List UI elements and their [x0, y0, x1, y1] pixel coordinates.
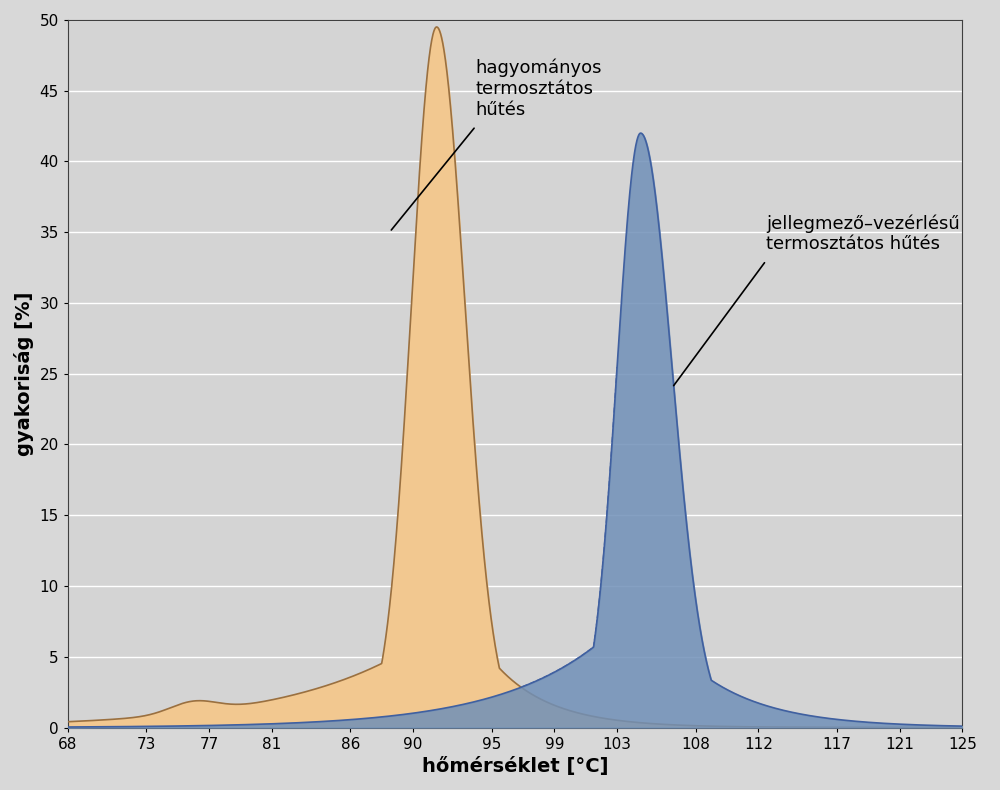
Text: jellegmező–vezérlésű
termosztátos hűtés: jellegmező–vezérlésű termosztátos hűtés	[766, 214, 960, 254]
Y-axis label: gyakoriság [%]: gyakoriság [%]	[14, 292, 34, 456]
X-axis label: hőmérséklet [°C]: hőmérséklet [°C]	[422, 757, 608, 776]
Text: hagyományos
termosztátos
hűtés: hagyományos termosztátos hűtés	[476, 59, 602, 119]
